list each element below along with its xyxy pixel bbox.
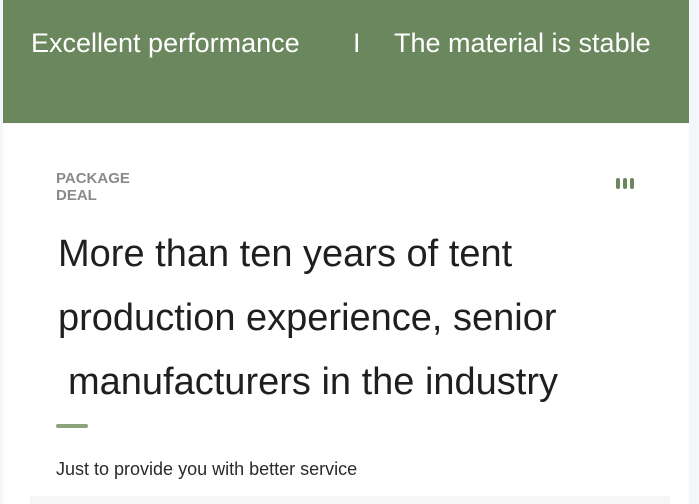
page-title: More than ten years of tent production e… bbox=[58, 222, 558, 414]
banner-left-text: Excellent performance bbox=[31, 28, 300, 58]
content-card: PACKAGE DEAL More than ten years of tent… bbox=[3, 124, 689, 504]
banner-right-text: The material is stable bbox=[394, 28, 651, 58]
title-line: More than ten years of tent bbox=[58, 233, 513, 275]
title-line: production experience, senior bbox=[58, 297, 557, 339]
banner-separator: I bbox=[353, 28, 361, 58]
section-label: PACKAGE DEAL bbox=[56, 170, 130, 204]
label-line: PACKAGE bbox=[56, 170, 130, 187]
bottom-panel-edge bbox=[30, 496, 670, 504]
subtitle: Just to provide you with better service bbox=[56, 459, 358, 479]
label-line: DEAL bbox=[56, 187, 97, 204]
banner: Excellent performance I The material is … bbox=[3, 0, 689, 123]
divider bbox=[56, 424, 88, 428]
title-line: manufacturers in the industry bbox=[68, 361, 559, 403]
three-bars-icon[interactable] bbox=[616, 178, 634, 189]
